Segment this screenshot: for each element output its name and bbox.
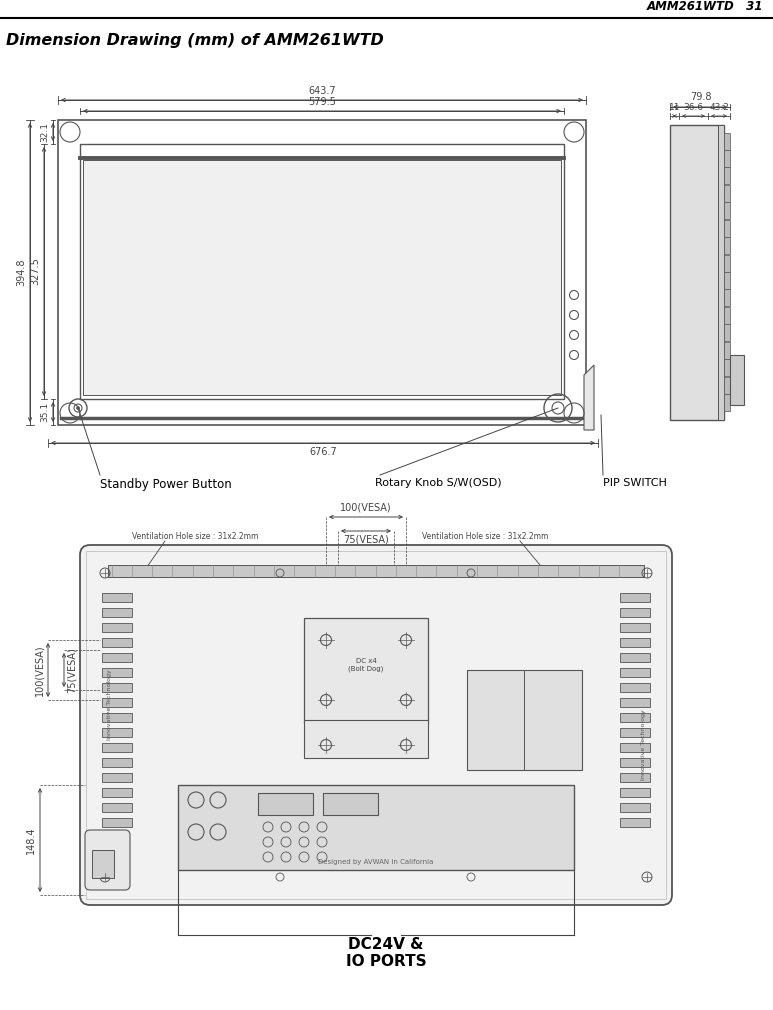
- Bar: [102, 803, 132, 812]
- Bar: [102, 638, 132, 647]
- Text: Dimension Drawing (mm) of AMM261WTD: Dimension Drawing (mm) of AMM261WTD: [6, 33, 383, 48]
- Bar: [724, 342, 730, 359]
- Bar: [102, 773, 132, 782]
- Bar: [304, 720, 428, 758]
- Text: 43.2: 43.2: [709, 103, 729, 112]
- Bar: [620, 608, 650, 617]
- Bar: [724, 133, 730, 150]
- Bar: [620, 698, 650, 707]
- Text: 32.1: 32.1: [40, 122, 49, 142]
- Bar: [724, 289, 730, 306]
- Text: 35.1: 35.1: [40, 402, 49, 422]
- Text: Ventilation Hole size : 31x2.2mm: Ventilation Hole size : 31x2.2mm: [422, 532, 548, 541]
- Bar: [724, 272, 730, 289]
- Bar: [620, 623, 650, 632]
- Text: 11: 11: [669, 103, 680, 112]
- Bar: [724, 359, 730, 376]
- Text: DC24V &
IO PORTS: DC24V & IO PORTS: [346, 937, 427, 970]
- Bar: [718, 125, 724, 420]
- Bar: [102, 593, 132, 602]
- Text: Innovative Technology: Innovative Technology: [107, 670, 113, 740]
- Bar: [323, 793, 378, 815]
- Bar: [86, 551, 666, 899]
- Bar: [102, 713, 132, 722]
- Bar: [724, 202, 730, 219]
- Bar: [620, 638, 650, 647]
- Bar: [620, 788, 650, 797]
- Bar: [730, 355, 744, 405]
- Bar: [102, 608, 132, 617]
- Text: 75(VESA): 75(VESA): [67, 647, 77, 693]
- Bar: [620, 713, 650, 722]
- Bar: [724, 167, 730, 184]
- Bar: [92, 850, 114, 878]
- Bar: [620, 593, 650, 602]
- Bar: [102, 683, 132, 692]
- Bar: [620, 653, 650, 662]
- Bar: [670, 125, 724, 420]
- Bar: [724, 237, 730, 254]
- Text: DC x4
(Bolt Dog): DC x4 (Bolt Dog): [349, 659, 383, 672]
- FancyBboxPatch shape: [85, 830, 130, 890]
- Bar: [724, 307, 730, 324]
- Bar: [724, 150, 730, 167]
- Text: AMM261WTD   31: AMM261WTD 31: [647, 0, 763, 13]
- Text: 36.6: 36.6: [683, 103, 703, 112]
- Bar: [102, 623, 132, 632]
- Bar: [620, 758, 650, 767]
- Text: Ventilation Hole size : 31x2.2mm: Ventilation Hole size : 31x2.2mm: [132, 532, 258, 541]
- Circle shape: [77, 406, 80, 409]
- Bar: [102, 818, 132, 827]
- Text: 148.4: 148.4: [26, 826, 36, 853]
- Bar: [102, 698, 132, 707]
- Text: Standby Power Button: Standby Power Button: [100, 478, 232, 491]
- Bar: [58, 120, 586, 425]
- Text: 579.5: 579.5: [308, 97, 336, 107]
- Bar: [304, 618, 428, 723]
- Text: 79.8: 79.8: [690, 92, 712, 102]
- Bar: [620, 803, 650, 812]
- Text: PIP SWITCH: PIP SWITCH: [603, 478, 667, 488]
- Bar: [83, 160, 561, 395]
- Text: 643.7: 643.7: [308, 86, 335, 96]
- Bar: [102, 743, 132, 752]
- Bar: [178, 785, 574, 870]
- Text: 394.8: 394.8: [16, 259, 26, 286]
- FancyBboxPatch shape: [80, 545, 672, 905]
- Bar: [102, 653, 132, 662]
- Bar: [467, 670, 582, 770]
- Bar: [724, 185, 730, 202]
- Text: 676.7: 676.7: [309, 447, 337, 457]
- Bar: [620, 683, 650, 692]
- Bar: [724, 324, 730, 341]
- Bar: [620, 728, 650, 737]
- Polygon shape: [584, 365, 594, 430]
- Bar: [102, 788, 132, 797]
- Bar: [620, 668, 650, 677]
- Bar: [724, 255, 730, 272]
- Bar: [102, 758, 132, 767]
- Text: Innovative Technology: Innovative Technology: [642, 710, 646, 781]
- Bar: [620, 743, 650, 752]
- Bar: [724, 377, 730, 394]
- Bar: [620, 773, 650, 782]
- Text: Designed by AVWAN in California: Designed by AVWAN in California: [318, 858, 434, 865]
- Text: 100(VESA): 100(VESA): [340, 503, 392, 513]
- Text: 327.5: 327.5: [30, 258, 40, 286]
- Text: 75(VESA): 75(VESA): [343, 534, 389, 544]
- Bar: [258, 793, 313, 815]
- Bar: [80, 144, 564, 399]
- Bar: [620, 818, 650, 827]
- Text: Rotary Knob S/W(OSD): Rotary Knob S/W(OSD): [375, 478, 502, 488]
- Bar: [724, 220, 730, 237]
- Bar: [724, 394, 730, 411]
- Bar: [102, 668, 132, 677]
- Bar: [102, 728, 132, 737]
- Text: 100(VESA): 100(VESA): [34, 644, 44, 696]
- Bar: [108, 565, 644, 577]
